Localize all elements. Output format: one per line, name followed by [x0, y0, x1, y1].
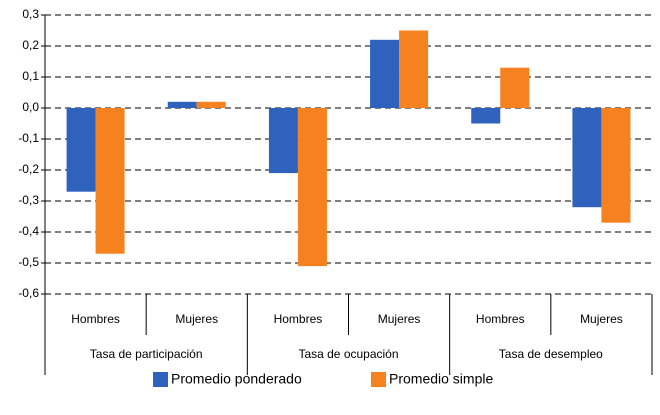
x-tick-label: Hombres	[476, 312, 525, 326]
y-tick-label: -0,4	[18, 224, 39, 238]
x-tick-label: Hombres	[71, 312, 120, 326]
bar	[572, 108, 602, 208]
legend-swatch	[153, 372, 168, 387]
y-tick-label: 0,2	[22, 38, 39, 52]
x-tick-label: Hombres	[274, 312, 323, 326]
legend-label: Promedio ponderado	[171, 371, 302, 387]
bar	[297, 108, 327, 267]
bar	[66, 108, 96, 192]
y-tick-label: 0,0	[22, 100, 39, 114]
y-tick-label: 0,1	[22, 69, 39, 83]
group-label: Tasa de participación	[90, 347, 203, 361]
y-tick-label: -0,6	[18, 286, 39, 300]
y-tick-label: -0,5	[18, 255, 39, 269]
bar	[167, 101, 197, 108]
y-tick-label: -0,2	[18, 162, 39, 176]
legend-swatch	[371, 372, 386, 387]
bar	[268, 108, 298, 174]
y-tick-label: -0,1	[18, 131, 39, 145]
x-tick-label: Mujeres	[580, 312, 623, 326]
bar	[196, 101, 226, 108]
group-label: Tasa de desempleo	[499, 347, 603, 361]
bar	[399, 30, 429, 108]
group-label: Tasa de ocupación	[298, 347, 398, 361]
x-tick-label: Mujeres	[175, 312, 218, 326]
bar	[601, 108, 631, 223]
bar	[95, 108, 125, 254]
bar	[370, 39, 400, 108]
bar	[471, 108, 501, 124]
y-tick-label: -0,3	[18, 193, 39, 207]
y-tick-label: 0,3	[22, 7, 39, 21]
x-tick-label: Mujeres	[378, 312, 421, 326]
legend-label: Promedio simple	[389, 371, 493, 387]
bar	[500, 67, 530, 108]
